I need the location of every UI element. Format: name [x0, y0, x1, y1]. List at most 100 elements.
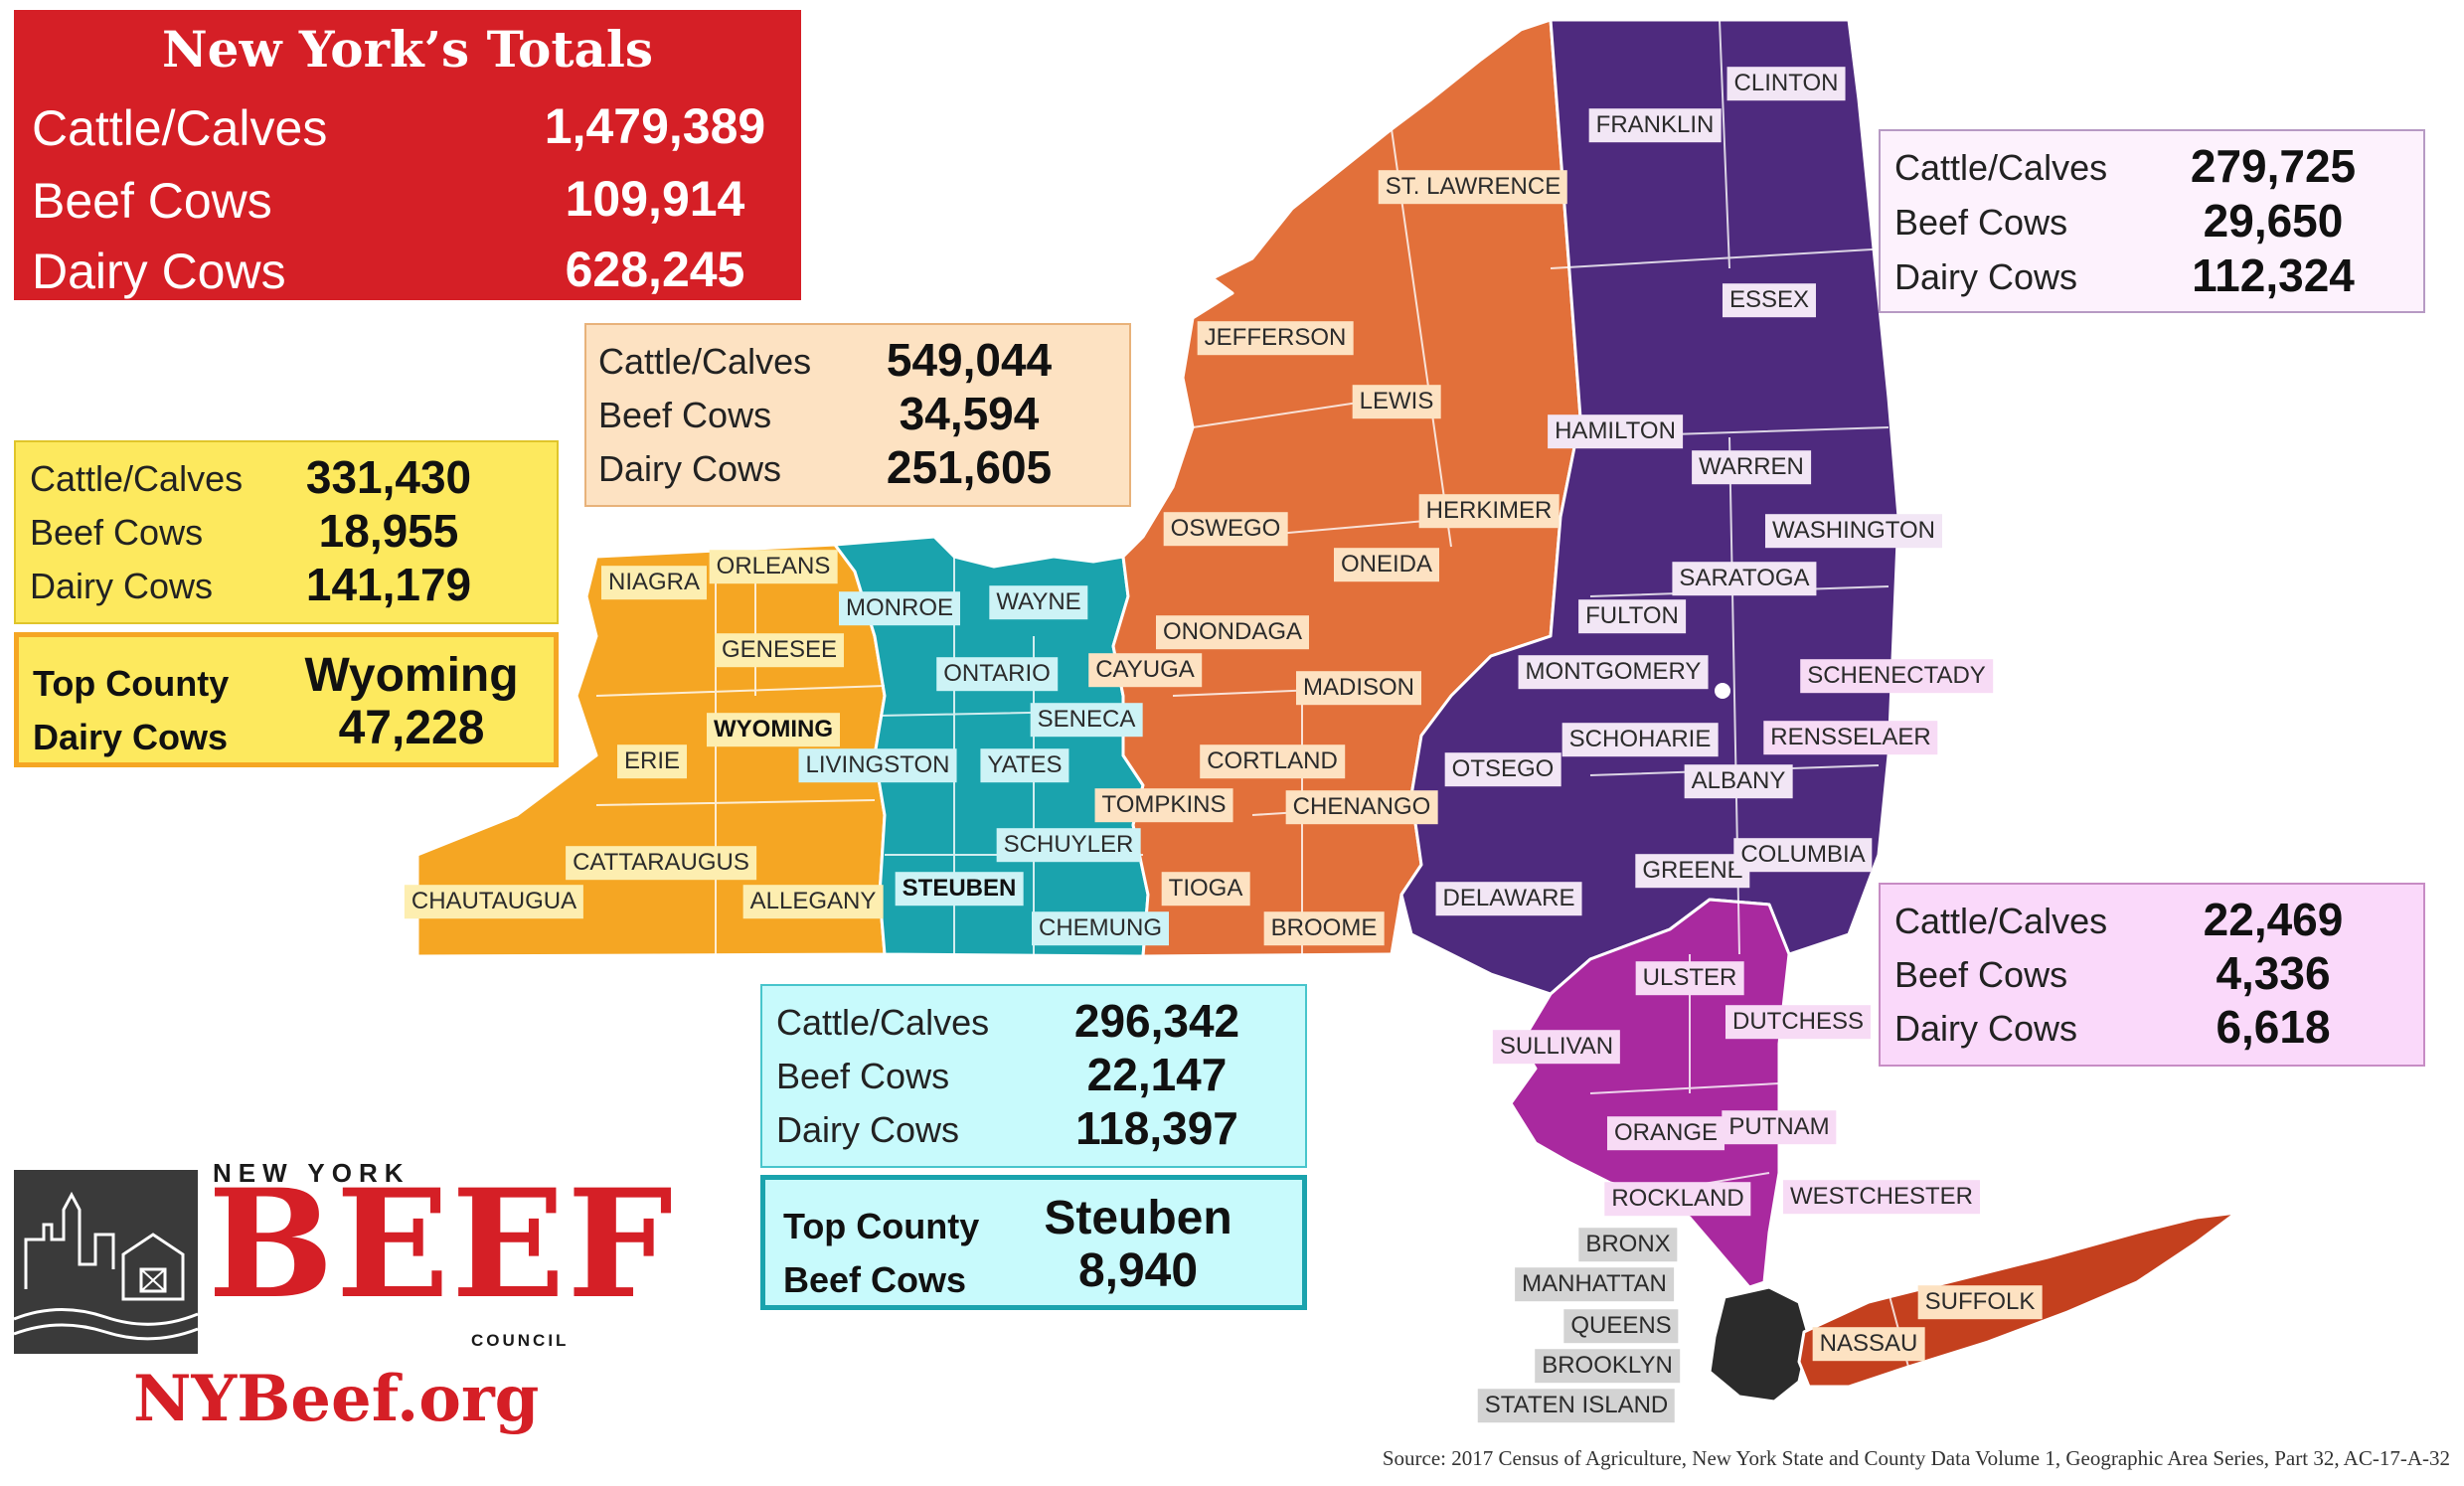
logo-beef: BEEF: [208, 1157, 675, 1332]
county-label-steuben: STEUBEN: [895, 872, 1024, 906]
county-label-columbia: COLUMBIA: [1733, 838, 1873, 872]
stat-value: 628,245: [565, 242, 745, 297]
county-label-westchester: WESTCHESTER: [1782, 1180, 1981, 1214]
county-label-tompkins: TOMPKINS: [1094, 788, 1233, 822]
county-label-erie: ERIE: [616, 744, 688, 778]
top-county-label: Top County: [783, 1206, 980, 1246]
stat-value: 22,469: [2203, 894, 2344, 945]
stat-value: 18,955: [318, 505, 459, 557]
stat-label: Beef Cows: [776, 1056, 950, 1096]
central-stats-box: Cattle/Calves 549,044 Beef Cows 34,594 Dai…: [584, 323, 1131, 507]
county-label-putnam: PUTNAM: [1722, 1110, 1837, 1144]
totals-row: Dairy Cows 628,245: [14, 242, 801, 299]
stat-value: 34,594: [899, 388, 1040, 439]
western-stats-box: Cattle/Calves 331,430 Beef Cows 18,955 Dai…: [14, 440, 559, 624]
stat-label: Dairy Cows: [1894, 1008, 2078, 1049]
skyline-barn-icon: [14, 1170, 198, 1354]
county-label-oswego: OSWEGO: [1163, 512, 1288, 546]
stat-label: Dairy Cows: [1894, 256, 2078, 297]
stat-value: 141,179: [305, 559, 472, 610]
finger-lakes-stats-box: Cattle/Calves 296,342 Beef Cows 22,147 Dai…: [760, 984, 1307, 1168]
county-label-schuyler: SCHUYLER: [996, 828, 1141, 862]
totals-row: Beef Cows 109,914: [14, 171, 801, 229]
county-label-greene: GREENE: [1635, 854, 1750, 888]
county-label-herkimer: HERKIMER: [1418, 494, 1560, 528]
county-label-monroe: MONROE: [839, 591, 960, 625]
county-label-franklin: FRANKLIN: [1588, 108, 1722, 142]
top-county-name: Wyoming: [304, 649, 519, 702]
region-nyc: [1708, 1285, 1811, 1403]
county-label-seneca: SENECA: [1030, 703, 1143, 737]
stat-value: 331,430: [305, 451, 472, 503]
stat-label: Beef Cows: [30, 512, 204, 553]
county-label-madison: MADISON: [1295, 671, 1422, 705]
top-county-metric: Dairy Cows: [33, 717, 229, 757]
county-label-brooklyn: BROOKLYN: [1535, 1349, 1680, 1383]
county-label-schoharie: SCHOHARIE: [1561, 723, 1719, 756]
stat-value: 118,397: [1075, 1102, 1238, 1154]
logo-url[interactable]: NYBeef.org: [133, 1362, 540, 1436]
stat-value: 112,324: [2192, 249, 2355, 301]
stat-value: 1,479,389: [544, 98, 766, 154]
county-label-essex: ESSEX: [1722, 283, 1817, 317]
county-label-schenectady: SCHENECTADY: [1800, 659, 1993, 693]
county-label-wyoming: WYOMING: [707, 713, 840, 746]
hudson-valley-stats-box: Cattle/Calves 22,469 Beef Cows 4,336 Dairy…: [1879, 883, 2425, 1067]
county-label-albany: ALBANY: [1684, 764, 1793, 798]
stat-label: Dairy Cows: [776, 1109, 960, 1150]
county-label-fulton: FULTON: [1578, 599, 1686, 633]
top-county-metric: Beef Cows: [783, 1259, 967, 1300]
stat-value: 6,618: [2216, 1001, 2331, 1053]
stat-value: 296,342: [1073, 995, 1240, 1047]
north-east-stats-box: Cattle/Calves 279,725 Beef Cows 29,650 Dai…: [1879, 129, 2425, 313]
county-label-orange: ORANGE: [1606, 1116, 1725, 1150]
county-label-nassau: NASSAU: [1812, 1327, 1925, 1361]
county-label-manhattan: MANHATTAN: [1515, 1267, 1674, 1301]
county-label-saratoga: SARATOGA: [1672, 562, 1817, 595]
logo-new-york: NEW YORK: [213, 1158, 411, 1188]
county-label-niagra: NIAGRA: [600, 566, 708, 599]
county-label-st-lawrence: ST. LAWRENCE: [1378, 170, 1568, 204]
county-label-washington: WASHINGTON: [1764, 514, 1943, 548]
county-label-queens: QUEENS: [1563, 1309, 1679, 1343]
ny-beef-council-logo: NEW YORK BEEF COUNCIL NYBeef.org: [14, 1158, 673, 1456]
top-county-label: Top County: [33, 663, 230, 704]
county-label-clinton: CLINTON: [1726, 67, 1846, 100]
county-label-delaware: DELAWARE: [1435, 882, 1582, 915]
totals-box: New York’s Totals Cattle/Calves 1,479,38…: [14, 10, 801, 300]
logo-council: COUNCIL: [471, 1331, 570, 1350]
stat-label: Beef Cows: [32, 173, 272, 229]
stat-label: Dairy Cows: [30, 566, 214, 606]
county-label-otsego: OTSEGO: [1444, 752, 1561, 786]
stat-value: 109,914: [565, 171, 745, 227]
stat-label: Cattle/Calves: [32, 100, 328, 156]
source-note: Source: 2017 Census of Agriculture, New …: [1382, 1446, 2450, 1470]
county-label-rensselaer: RENSSELAER: [1763, 721, 1938, 754]
stat-value: 279,725: [2190, 140, 2357, 192]
county-label-chenango: CHENANGO: [1285, 790, 1438, 824]
stat-value: 4,336: [2216, 947, 2331, 999]
top-county-name: Steuben: [1044, 1192, 1232, 1244]
county-label-genesee: GENESEE: [714, 633, 845, 667]
top-county-value: 47,228: [338, 702, 485, 754]
county-label-onondaga: ONONDAGA: [1155, 615, 1310, 649]
county-label-oneida: ONEIDA: [1333, 548, 1440, 581]
county-label-wayne: WAYNE: [989, 585, 1088, 619]
county-label-lewis: LEWIS: [1352, 385, 1441, 418]
county-label-cattaraugus: CATTARAUGUS: [566, 846, 756, 880]
county-label-staten-island: STATEN ISLAND: [1477, 1389, 1676, 1422]
county-label-ulster: ULSTER: [1635, 961, 1744, 995]
county-label-warren: WARREN: [1692, 450, 1811, 484]
county-label-dutchess: DUTCHESS: [1725, 1005, 1872, 1039]
county-label-yates: YATES: [980, 748, 1069, 782]
county-label-jefferson: JEFFERSON: [1197, 321, 1354, 355]
county-label-broome: BROOME: [1263, 911, 1385, 945]
county-label-orleans: ORLEANS: [709, 550, 838, 583]
county-label-tioga: TIOGA: [1161, 872, 1250, 906]
county-label-chautaugua: CHAUTAUGUA: [404, 885, 584, 918]
stat-value: 251,605: [886, 441, 1053, 493]
county-label-rockland: ROCKLAND: [1604, 1182, 1751, 1216]
top-county-value: 8,940: [1077, 1244, 1199, 1297]
western-top-county-box: Top County Wyoming Dairy Cows 47,228: [14, 632, 559, 767]
county-label-cayuga: CAYUGA: [1088, 653, 1202, 687]
